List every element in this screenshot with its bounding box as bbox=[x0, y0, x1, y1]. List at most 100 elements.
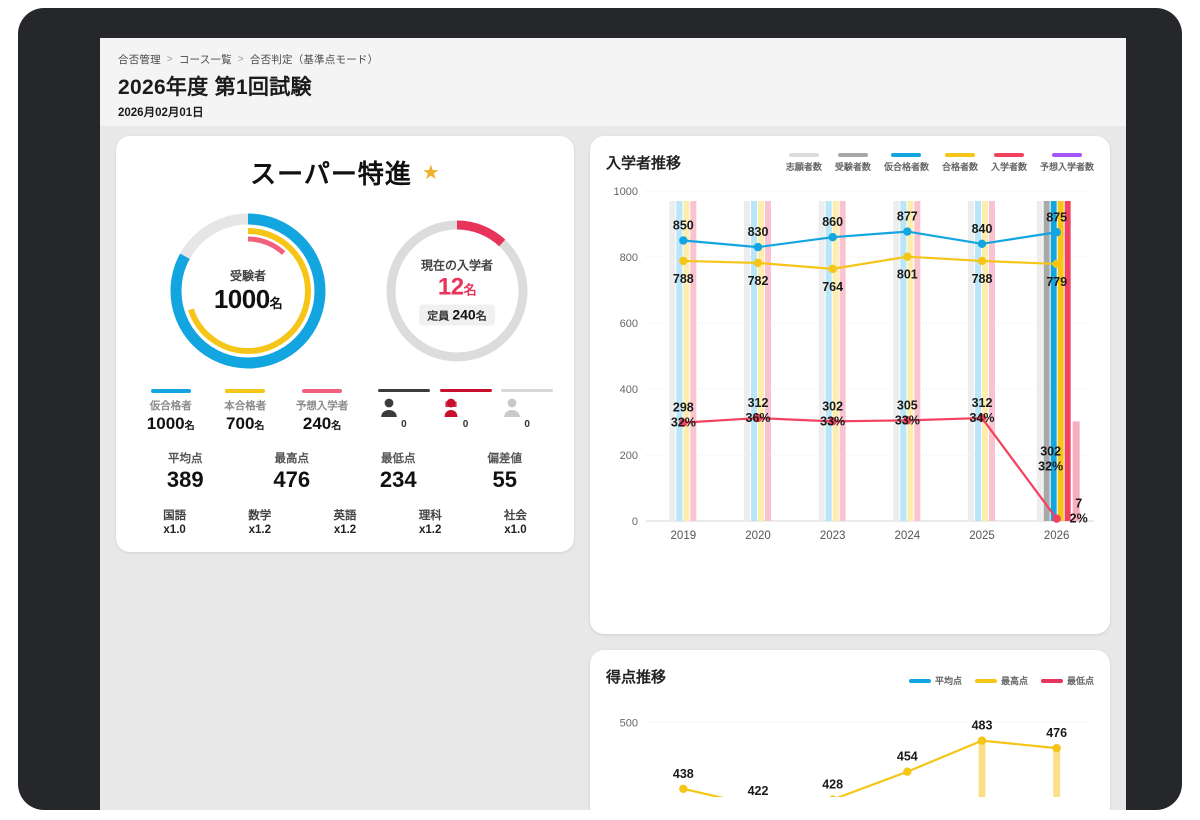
course-summary-card: スーパー特進 ★ bbox=[116, 136, 574, 552]
star-icon: ★ bbox=[421, 162, 440, 184]
subject-kokugo: 国語 x1.0 bbox=[132, 507, 217, 536]
subject-name: 数学 bbox=[248, 510, 272, 522]
stat-value: 55 bbox=[492, 467, 517, 492]
course-legend: 仮合格者 1000名 本合格者 700名 bbox=[132, 389, 363, 434]
gender-bar bbox=[377, 389, 430, 392]
svg-text:840: 840 bbox=[972, 222, 993, 236]
svg-text:428: 428 bbox=[822, 778, 843, 792]
stat-value: 234 bbox=[379, 467, 417, 492]
legend-item-expected: 予想入学者 240名 bbox=[296, 389, 348, 434]
legend-min-score[interactable]: 最低点 bbox=[1040, 674, 1094, 687]
svg-text:875: 875 bbox=[1046, 210, 1067, 224]
stat-average: 平均点 389 bbox=[132, 450, 239, 493]
breadcrumb-separator: > bbox=[166, 54, 173, 65]
legend-color-swatch bbox=[908, 678, 931, 683]
legend-accepted[interactable]: 合格者数 bbox=[942, 153, 978, 173]
svg-text:788: 788 bbox=[972, 272, 993, 286]
svg-text:33%: 33% bbox=[820, 414, 845, 428]
subject-name: 理科 bbox=[418, 510, 442, 522]
svg-text:2026: 2026 bbox=[1044, 530, 1070, 542]
subject-name: 英語 bbox=[333, 510, 357, 522]
svg-text:298: 298 bbox=[673, 401, 694, 415]
gender-count: 0 bbox=[524, 419, 530, 430]
legend-average-score[interactable]: 平均点 bbox=[908, 674, 962, 687]
legend-label: 仮合格者 bbox=[149, 400, 192, 412]
svg-text:32%: 32% bbox=[1038, 459, 1063, 473]
left-column: スーパー特進 ★ bbox=[116, 136, 574, 810]
legend-label: 本合格者 bbox=[224, 400, 267, 412]
content-area: スーパー特進 ★ bbox=[100, 126, 1126, 810]
svg-text:302: 302 bbox=[1040, 444, 1061, 458]
svg-text:600: 600 bbox=[620, 318, 638, 330]
gender-unknown: 0 bbox=[501, 389, 554, 434]
legend-item-accepted: 本合格者 700名 bbox=[224, 389, 266, 434]
donut-row: 受験者 1000名 bbox=[132, 197, 558, 379]
chart2-plot: 500 438 422 428 454 483 476 bbox=[590, 687, 1110, 797]
svg-text:476: 476 bbox=[1046, 726, 1067, 740]
svg-text:200: 200 bbox=[620, 450, 638, 462]
subject-shakai: 社会 x1.0 bbox=[473, 507, 558, 536]
svg-text:438: 438 bbox=[673, 767, 694, 781]
right-column: 入学者推移 志願者数 受験者数 bbox=[590, 136, 1110, 810]
breadcrumb-item-1[interactable]: コース一覧 bbox=[178, 54, 232, 66]
svg-text:1000: 1000 bbox=[614, 186, 638, 198]
svg-text:2019: 2019 bbox=[671, 530, 697, 542]
breadcrumb-item-0[interactable]: 合否管理 bbox=[118, 54, 161, 66]
legend-label: 志願者数 bbox=[785, 162, 822, 172]
applicants-value: 1000名 bbox=[213, 284, 283, 314]
legend-max-score[interactable]: 最高点 bbox=[974, 674, 1028, 687]
legend-value: 700名 bbox=[226, 414, 265, 433]
enrollment-value: 12名 bbox=[437, 273, 477, 301]
breadcrumb-separator: > bbox=[237, 54, 244, 65]
app-screen: 合否管理 > コース一覧 > 合否判定（基準点モード） 2026年度 第1回試験… bbox=[100, 38, 1126, 810]
subject-name: 社会 bbox=[503, 510, 527, 522]
subject-name: 国語 bbox=[163, 510, 187, 522]
subject-multiplier: x1.2 bbox=[419, 524, 442, 536]
subject-rika: 理科 x1.2 bbox=[388, 507, 473, 536]
stat-label: 平均点 bbox=[168, 453, 203, 465]
female-icon bbox=[444, 398, 458, 417]
gender-bar bbox=[501, 389, 554, 392]
legend-label: 最高点 bbox=[1000, 676, 1028, 686]
legend-color-swatch bbox=[225, 389, 266, 393]
legend-label: 合格者数 bbox=[941, 162, 978, 172]
stat-label: 偏差値 bbox=[487, 453, 523, 465]
svg-text:500: 500 bbox=[620, 717, 638, 729]
legend-enrolled[interactable]: 入学者数 bbox=[991, 153, 1027, 173]
subjects-row: 国語 x1.0 数学 x1.2 英語 x1.2 理科 bbox=[132, 507, 558, 536]
male-icon bbox=[381, 398, 397, 417]
chart1-header: 入学者推移 志願者数 受験者数 bbox=[590, 136, 1110, 173]
legend-provisional[interactable]: 仮合格者数 bbox=[884, 153, 929, 173]
legend-color-swatch bbox=[837, 153, 868, 157]
legend-label: 予想入学者数 bbox=[1039, 162, 1094, 172]
legend-label: 入学者数 bbox=[990, 162, 1027, 172]
unknown-icon bbox=[504, 398, 520, 417]
legend-examinees[interactable]: 受験者数 bbox=[835, 153, 871, 173]
svg-text:34%: 34% bbox=[969, 411, 994, 425]
enrollment-donut: 現在の入学者 12名 定員 240名 bbox=[377, 211, 537, 371]
svg-text:877: 877 bbox=[897, 210, 918, 224]
legend-value: 1000名 bbox=[146, 414, 195, 433]
subject-eigo: 英語 x1.2 bbox=[302, 507, 387, 536]
legend-value: 240名 bbox=[302, 414, 342, 433]
legend-color-swatch bbox=[974, 678, 997, 683]
breadcrumb: 合否管理 > コース一覧 > 合否判定（基準点モード） bbox=[118, 52, 1108, 67]
svg-text:32%: 32% bbox=[671, 416, 696, 430]
svg-text:801: 801 bbox=[897, 268, 918, 282]
svg-text:779: 779 bbox=[1046, 275, 1067, 289]
course-legend-row: 仮合格者 1000名 本合格者 700名 bbox=[132, 379, 558, 434]
legend-color-swatch bbox=[1040, 678, 1063, 683]
chart2-title: 得点推移 bbox=[606, 669, 667, 686]
chart2-legend: 平均点 最高点 最低点 bbox=[908, 674, 1094, 687]
legend-label: 受験者数 bbox=[834, 162, 871, 172]
breadcrumb-item-2[interactable]: 合否判定（基準点モード） bbox=[249, 54, 379, 66]
device-frame: 合否管理 > コース一覧 > 合否判定（基準点モード） 2026年度 第1回試験… bbox=[18, 8, 1182, 810]
legend-applicants[interactable]: 志願者数 bbox=[786, 153, 822, 173]
legend-expected-enrolled[interactable]: 予想入学者数 bbox=[1040, 153, 1094, 173]
legend-color-swatch bbox=[788, 153, 819, 157]
legend-color-swatch bbox=[944, 153, 975, 157]
gender-breakdown: 0 0 bbox=[363, 389, 558, 434]
legend-color-swatch bbox=[993, 153, 1024, 157]
svg-text:860: 860 bbox=[822, 215, 843, 229]
svg-text:850: 850 bbox=[673, 219, 694, 233]
